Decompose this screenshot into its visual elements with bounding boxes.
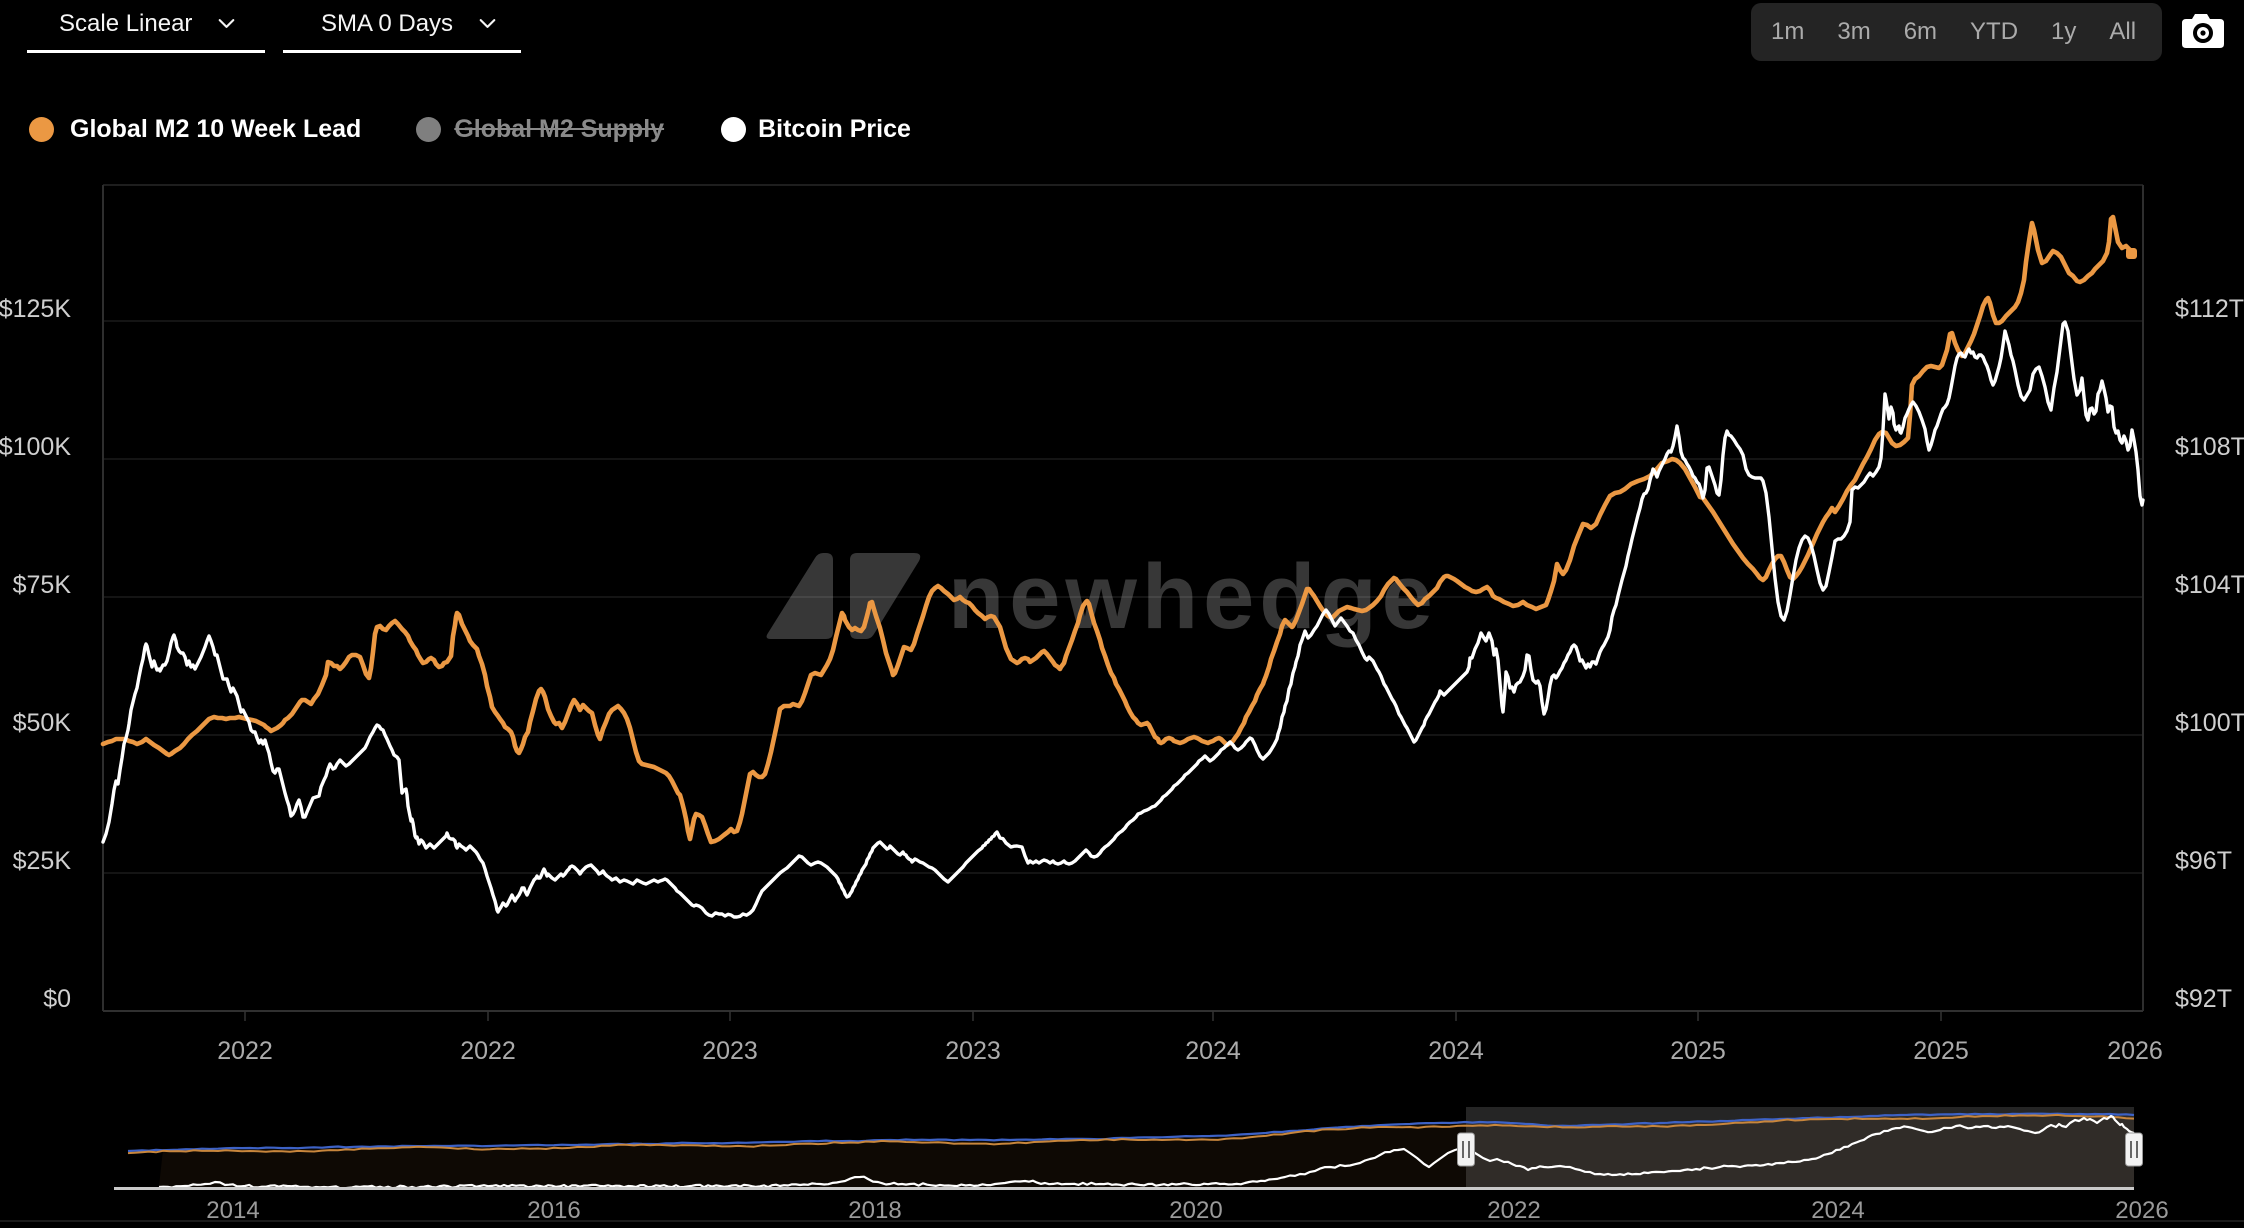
svg-text:2022: 2022 bbox=[460, 1037, 516, 1065]
svg-text:$25K: $25K bbox=[13, 847, 72, 875]
svg-text:2024: 2024 bbox=[1811, 1197, 1864, 1224]
svg-text:$75K: $75K bbox=[13, 571, 72, 599]
svg-text:$100T: $100T bbox=[2175, 709, 2244, 737]
svg-text:$104T: $104T bbox=[2175, 571, 2244, 599]
svg-text:$112T: $112T bbox=[2175, 295, 2244, 323]
svg-text:$96T: $96T bbox=[2175, 847, 2232, 875]
svg-text:$92T: $92T bbox=[2175, 985, 2232, 1013]
svg-text:2024: 2024 bbox=[1185, 1037, 1241, 1065]
svg-text:2025: 2025 bbox=[1670, 1037, 1726, 1065]
svg-text:2022: 2022 bbox=[217, 1037, 273, 1065]
svg-text:2020: 2020 bbox=[1169, 1197, 1222, 1224]
svg-text:2022: 2022 bbox=[1487, 1197, 1540, 1224]
svg-text:2026: 2026 bbox=[2115, 1197, 2168, 1224]
svg-text:2014: 2014 bbox=[206, 1197, 259, 1224]
svg-text:2025: 2025 bbox=[1913, 1037, 1969, 1065]
svg-text:2023: 2023 bbox=[702, 1037, 758, 1065]
svg-text:2026: 2026 bbox=[2107, 1037, 2163, 1065]
svg-text:$100K: $100K bbox=[0, 433, 71, 461]
svg-text:2023: 2023 bbox=[945, 1037, 1001, 1065]
svg-text:2018: 2018 bbox=[848, 1197, 901, 1224]
svg-text:$125K: $125K bbox=[0, 295, 71, 323]
svg-text:2016: 2016 bbox=[527, 1197, 580, 1224]
svg-text:2024: 2024 bbox=[1428, 1037, 1484, 1065]
svg-text:$50K: $50K bbox=[13, 709, 72, 737]
svg-text:$108T: $108T bbox=[2175, 433, 2244, 461]
svg-text:$0: $0 bbox=[43, 985, 71, 1013]
